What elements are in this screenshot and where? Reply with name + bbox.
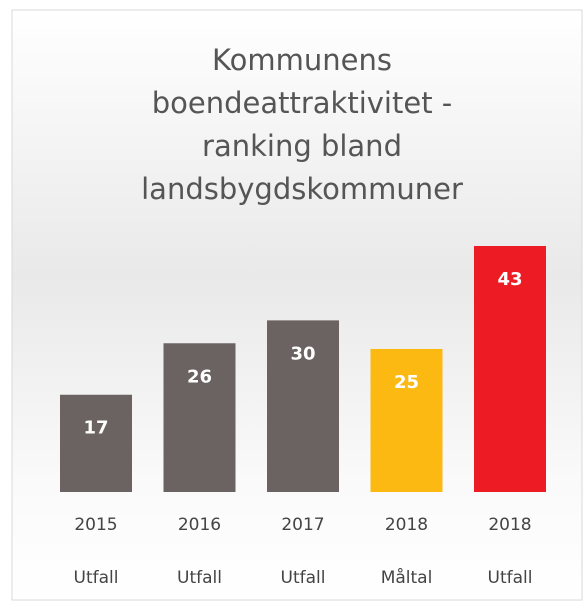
- chart-title: ranking bland: [202, 129, 402, 163]
- value-label: 26: [187, 366, 212, 387]
- value-label: 25: [394, 372, 419, 393]
- chart-title: landsbygdskommuner: [141, 172, 463, 206]
- value-label: 17: [83, 418, 108, 439]
- chart-title: Kommunens: [212, 43, 392, 77]
- bar: [474, 246, 546, 492]
- bar: [267, 320, 339, 492]
- x-tick-label: 2017: [281, 515, 324, 535]
- x-tick-label: Utfall: [488, 568, 533, 588]
- chart-title: boendeattraktivitet -: [152, 86, 453, 120]
- bar: [60, 394, 132, 492]
- x-tick-label: 2016: [178, 515, 221, 535]
- x-tick-label: 2018: [385, 515, 428, 535]
- x-tick-label: 2015: [74, 515, 117, 535]
- bar: [370, 348, 443, 492]
- value-label: 30: [290, 343, 315, 364]
- x-tick-label: Utfall: [177, 568, 222, 588]
- x-tick-label: 2018: [488, 515, 531, 535]
- value-label: 43: [497, 269, 522, 290]
- x-tick-label: Utfall: [74, 568, 119, 588]
- x-tick-label: Utfall: [281, 568, 326, 588]
- bar: [163, 343, 236, 492]
- x-tick-label: Måltal: [381, 567, 433, 588]
